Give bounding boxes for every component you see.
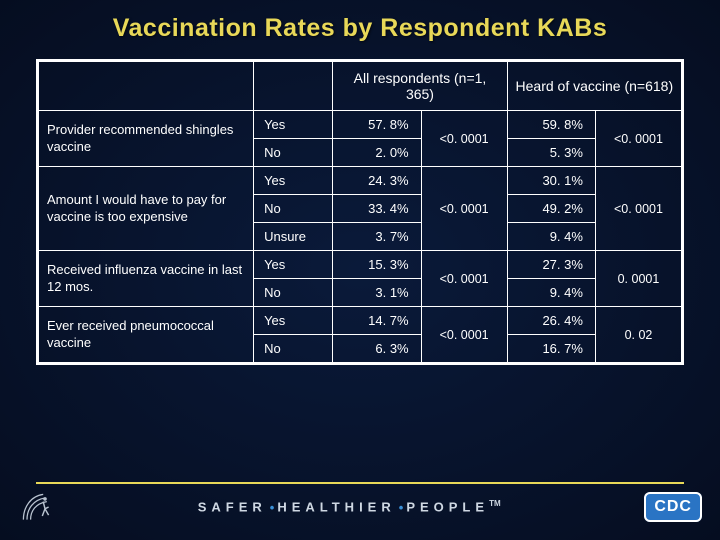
tagline-dot-icon: • [399, 500, 404, 515]
row-label: Amount I would have to pay for vaccine i… [39, 167, 254, 251]
all-value: 3. 1% [333, 279, 421, 307]
heard-p-value: <0. 0001 [595, 167, 681, 251]
header-blank-2 [254, 62, 333, 111]
heard-value: 26. 4% [507, 307, 595, 335]
all-p-value: <0. 0001 [421, 111, 507, 167]
heard-value: 5. 3% [507, 139, 595, 167]
all-value: 14. 7% [333, 307, 421, 335]
response-label: Yes [254, 111, 333, 139]
all-value: 24. 3% [333, 167, 421, 195]
response-label: Unsure [254, 223, 333, 251]
response-label: Yes [254, 251, 333, 279]
data-table: All respondents (n=1, 365) Heard of vacc… [38, 61, 682, 363]
heard-value: 9. 4% [507, 223, 595, 251]
row-label: Ever received pneumococcal vaccine [39, 307, 254, 363]
response-label: No [254, 279, 333, 307]
all-value: 2. 0% [333, 139, 421, 167]
tagline-healthier: HEALTHIER [277, 500, 395, 515]
row-label: Received influenza vaccine in last 12 mo… [39, 251, 254, 307]
header-all-respondents: All respondents (n=1, 365) [333, 62, 507, 111]
row-label: Provider recommended shingles vaccine [39, 111, 254, 167]
header-heard-of-vaccine: Heard of vaccine (n=618) [507, 62, 681, 111]
header-blank-1 [39, 62, 254, 111]
heard-value: 27. 3% [507, 251, 595, 279]
all-p-value: <0. 0001 [421, 307, 507, 363]
heard-value: 30. 1% [507, 167, 595, 195]
tagline-dot-icon: • [270, 500, 275, 515]
table-row: Received influenza vaccine in last 12 mo… [39, 251, 682, 279]
response-label: No [254, 195, 333, 223]
heard-value: 59. 8% [507, 111, 595, 139]
all-value: 57. 8% [333, 111, 421, 139]
tagline-tm: TM [489, 499, 501, 508]
tagline-people: PEOPLE [406, 500, 489, 515]
all-value: 33. 4% [333, 195, 421, 223]
table-row: Provider recommended shingles vaccineYes… [39, 111, 682, 139]
heard-value: 9. 4% [507, 279, 595, 307]
all-p-value: <0. 0001 [421, 251, 507, 307]
slide-footer: SAFER•HEALTHIER•PEOPLETM CDC [0, 486, 720, 528]
all-value: 15. 3% [333, 251, 421, 279]
heard-p-value: <0. 0001 [595, 111, 681, 167]
response-label: No [254, 335, 333, 363]
table-header-row: All respondents (n=1, 365) Heard of vacc… [39, 62, 682, 111]
hhs-logo-icon [18, 489, 54, 525]
all-value: 6. 3% [333, 335, 421, 363]
heard-value: 16. 7% [507, 335, 595, 363]
heard-p-value: 0. 02 [595, 307, 681, 363]
tagline: SAFER•HEALTHIER•PEOPLETM [198, 499, 501, 514]
heard-value: 49. 2% [507, 195, 595, 223]
slide-title: Vaccination Rates by Respondent KABs [0, 0, 720, 53]
data-table-container: All respondents (n=1, 365) Heard of vacc… [36, 59, 684, 365]
all-value: 3. 7% [333, 223, 421, 251]
cdc-logo: CDC [644, 492, 702, 522]
table-row: Ever received pneumococcal vaccineYes14.… [39, 307, 682, 335]
all-p-value: <0. 0001 [421, 167, 507, 251]
response-label: Yes [254, 167, 333, 195]
tagline-safer: SAFER [198, 500, 267, 515]
response-label: Yes [254, 307, 333, 335]
response-label: No [254, 139, 333, 167]
heard-p-value: 0. 0001 [595, 251, 681, 307]
table-row: Amount I would have to pay for vaccine i… [39, 167, 682, 195]
